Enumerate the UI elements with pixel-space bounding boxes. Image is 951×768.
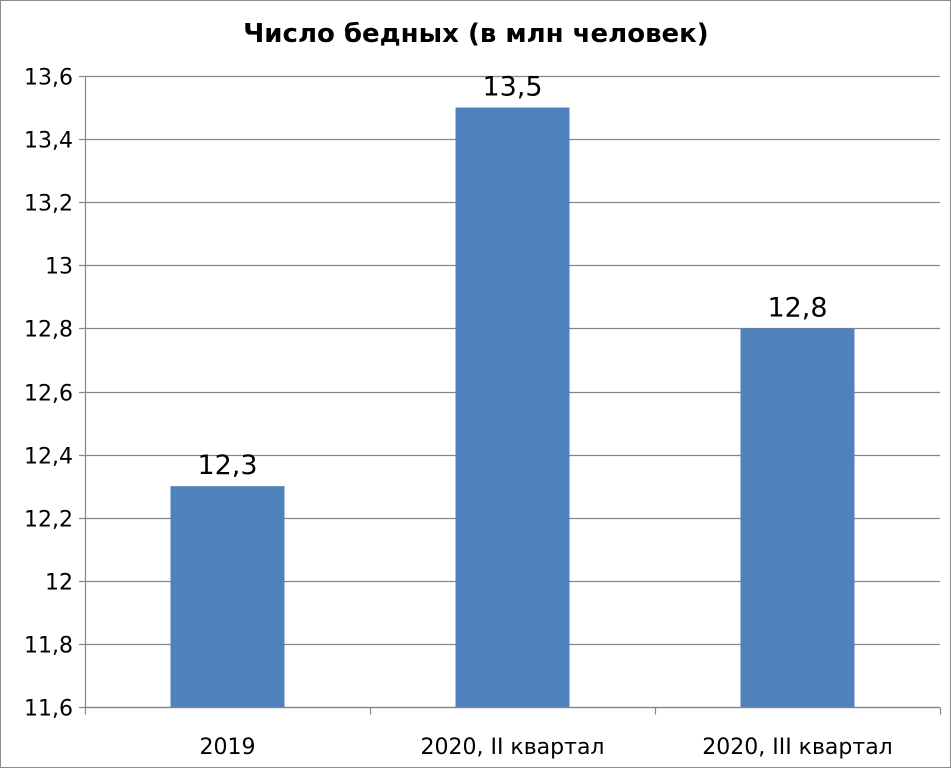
chart-title: Число бедных (в млн человек) [243, 19, 708, 49]
y-tick-label: 11,6 [24, 697, 73, 722]
x-category-label: 2019 [200, 735, 256, 760]
y-tick-label: 13 [45, 255, 73, 280]
y-tick-label: 13,2 [24, 192, 73, 217]
bar-value-label: 12,3 [197, 450, 257, 481]
y-tick-label: 12 [45, 571, 73, 596]
y-tick-label: 13,6 [24, 66, 73, 91]
y-axis-tick-labels: 11,6 11,8 12 12,2 12,4 12,6 12,8 13 13,2 13,4 13,6 [24, 66, 73, 722]
bar [455, 107, 570, 708]
y-tick-label: 11,8 [24, 634, 73, 659]
y-tick-label: 12,2 [24, 508, 73, 533]
y-tick-label: 12,8 [24, 318, 73, 343]
x-axis-category-labels: 2019 2020, II квартал 2020, III квартал [200, 735, 893, 760]
data-labels: 12,3 13,5 12,8 [197, 72, 827, 482]
bar-value-label: 12,8 [767, 292, 827, 323]
x-category-label: 2020, III квартал [702, 735, 893, 760]
bar-value-label: 13,5 [482, 72, 542, 103]
bar [170, 486, 285, 707]
axes [84, 76, 942, 715]
y-tick-label: 12,6 [24, 382, 73, 407]
bars [170, 107, 855, 708]
x-category-label: 2020, II квартал [420, 735, 604, 760]
y-tick-label: 12,4 [24, 445, 73, 470]
bar [740, 328, 855, 707]
y-tick-label: 13,4 [24, 129, 73, 154]
